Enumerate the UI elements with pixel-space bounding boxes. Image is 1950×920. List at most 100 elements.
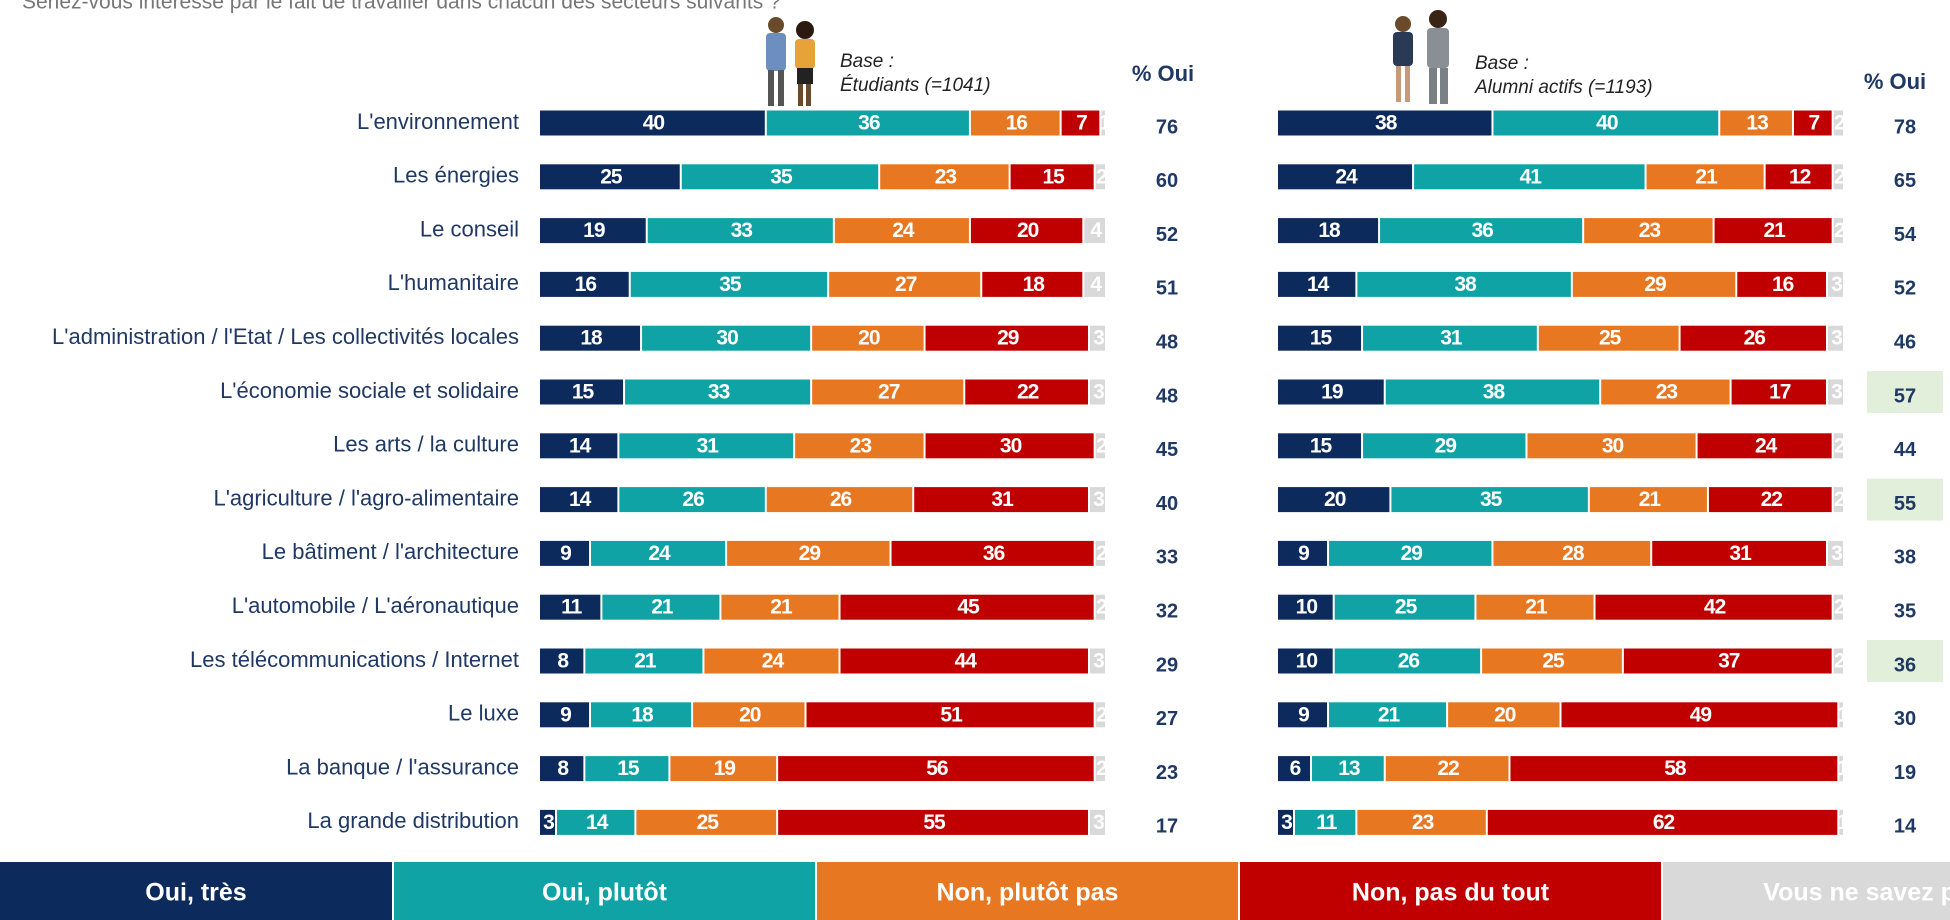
- segment-label: 30: [1000, 434, 1022, 457]
- category-label: Le luxe: [448, 701, 519, 726]
- segment-label: 24: [1335, 165, 1358, 188]
- legend: Oui, trèsOui, plutôtNon, plutôt pasNon, …: [0, 862, 1950, 920]
- segment-label: 26: [830, 488, 852, 511]
- segment-label: 16: [1772, 273, 1794, 296]
- total-label: 54: [1894, 224, 1917, 246]
- total-label: 55: [1894, 493, 1916, 515]
- category-label: Les arts / la culture: [333, 432, 519, 457]
- segment-label: 3: [1093, 650, 1104, 673]
- total-label: 35: [1894, 600, 1916, 622]
- category-label: L'environnement: [357, 109, 519, 134]
- total-label: 30: [1894, 708, 1916, 730]
- legend-label: Non, plutôt pas: [937, 879, 1119, 907]
- total-label: 48: [1156, 331, 1178, 353]
- total-header: % Oui: [1132, 61, 1194, 86]
- segment-label: 1: [1837, 703, 1849, 726]
- segment-label: 9: [1298, 703, 1309, 726]
- segment-label: 15: [617, 757, 640, 780]
- total-label: 27: [1156, 708, 1178, 730]
- total-label: 60: [1156, 170, 1178, 192]
- segment-label: 6: [1290, 757, 1301, 780]
- segment-label: 14: [569, 434, 592, 457]
- segment-label: 15: [572, 381, 595, 404]
- segment-label: 2: [1834, 112, 1845, 135]
- segment-label: 58: [1664, 757, 1687, 780]
- segment-label: 22: [1017, 381, 1039, 404]
- segment-label: 24: [648, 542, 671, 565]
- total-label: 17: [1156, 816, 1178, 838]
- segment-label: 2: [1834, 219, 1845, 242]
- category-label: L'humanitaire: [388, 270, 519, 295]
- segment-label: 36: [1471, 219, 1493, 242]
- segment-label: 21: [651, 596, 674, 619]
- segment-label: 20: [739, 703, 761, 726]
- total-label: 44: [1894, 439, 1917, 461]
- segment-label: 36: [983, 542, 1005, 565]
- students-icon: [766, 17, 815, 106]
- total-label: 14: [1894, 816, 1917, 838]
- chart: Seriez-vous intéressé par le fait de tra…: [0, 0, 1950, 920]
- segment-label: 31: [1440, 327, 1463, 350]
- segment-label: 38: [1454, 273, 1477, 296]
- segment-label: 26: [1744, 327, 1766, 350]
- segment-label: 55: [923, 811, 946, 834]
- base-value: Alumni actifs (=1193): [1474, 77, 1653, 98]
- segment-label: 15: [1042, 165, 1065, 188]
- segment-label: 18: [631, 703, 654, 726]
- total-label: 65: [1894, 170, 1916, 192]
- segment-label: 26: [1398, 650, 1420, 673]
- segment-label: 25: [1542, 650, 1565, 673]
- total-label: 57: [1894, 385, 1916, 407]
- segment-label: 20: [1494, 703, 1516, 726]
- segment-label: 38: [1483, 381, 1506, 404]
- segment-label: 62: [1653, 811, 1675, 834]
- segment-label: 24: [762, 650, 785, 673]
- segment-label: 3: [1831, 381, 1842, 404]
- segment-label: 44: [955, 650, 978, 673]
- segment-label: 21: [634, 650, 657, 673]
- segment-label: 23: [1639, 219, 1661, 242]
- category-label: La grande distribution: [307, 808, 519, 833]
- total-label: 23: [1156, 762, 1178, 784]
- segment-label: 21: [1639, 488, 1662, 511]
- total-label: 33: [1156, 547, 1178, 569]
- segment-label: 7: [1808, 112, 1819, 135]
- category-label: Le conseil: [420, 216, 519, 241]
- segment-label: 20: [1017, 219, 1039, 242]
- segment-label: 14: [586, 811, 609, 834]
- segment-label: 21: [770, 596, 793, 619]
- base-label: Base :: [840, 51, 894, 72]
- segment-label: 8: [557, 757, 569, 780]
- segment-label: 2: [1096, 165, 1107, 188]
- segment-label: 3: [1831, 542, 1842, 565]
- segment-label: 13: [1338, 757, 1360, 780]
- segment-label: 40: [643, 112, 665, 135]
- segment-label: 56: [926, 757, 948, 780]
- category-label: L'agriculture / l'agro-alimentaire: [213, 485, 519, 510]
- alumni-icon: [1393, 10, 1449, 104]
- segment-label: 2: [1834, 596, 1845, 619]
- segment-label: 3: [1831, 327, 1842, 350]
- segment-label: 8: [557, 650, 569, 673]
- legend-label: Vous ne savez pas: [1763, 879, 1950, 907]
- segment-label: 31: [697, 434, 720, 457]
- segment-label: 3: [1093, 488, 1104, 511]
- legend-label: Non, pas du tout: [1352, 879, 1550, 907]
- segment-label: 3: [1093, 381, 1104, 404]
- segment-label: 4: [1090, 219, 1102, 242]
- segment-label: 16: [575, 273, 597, 296]
- segment-label: 13: [1746, 112, 1768, 135]
- segment-label: 41: [1520, 165, 1543, 188]
- segment-label: 10: [1296, 650, 1318, 673]
- segment-label: 3: [1281, 811, 1292, 834]
- segment-label: 20: [1324, 488, 1346, 511]
- segment-label: 30: [716, 327, 738, 350]
- segment-label: 3: [1093, 327, 1104, 350]
- segment-label: 2: [1096, 542, 1107, 565]
- segment-label: 33: [708, 381, 730, 404]
- segment-label: 24: [1755, 434, 1778, 457]
- segment-label: 2: [1096, 596, 1107, 619]
- segment-label: 28: [1562, 542, 1585, 565]
- segment-label: 9: [560, 542, 571, 565]
- segment-label: 26: [682, 488, 704, 511]
